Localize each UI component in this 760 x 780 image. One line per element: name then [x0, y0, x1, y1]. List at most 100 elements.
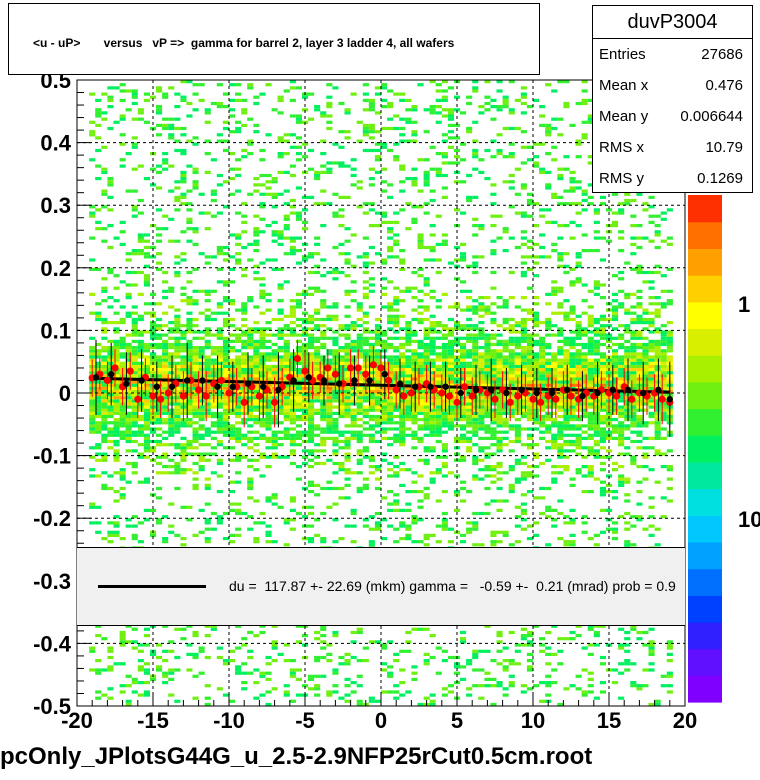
hist-cell: [502, 342, 509, 347]
hist-cell: [666, 349, 673, 353]
hist-cell: [320, 396, 327, 400]
hist-cell: [308, 355, 315, 359]
hist-cell: [241, 371, 248, 375]
hist-cell: [295, 324, 302, 328]
hist-cell: [259, 455, 266, 459]
hist-cell: [496, 402, 503, 406]
hist-cell: [356, 405, 363, 409]
hist-cell: [241, 637, 248, 641]
hist-cell: [235, 327, 242, 331]
hist-cell: [192, 630, 199, 635]
hist-cell: [326, 411, 333, 415]
hist-cell: [344, 408, 351, 412]
hist-cell: [654, 355, 661, 359]
hist-cell: [545, 430, 552, 434]
hist-cell: [162, 374, 169, 378]
hist-cell: [393, 355, 400, 359]
hist-cell: [95, 430, 102, 434]
hist-cell: [192, 461, 199, 466]
hist-cell: [186, 468, 193, 472]
hist-cell: [581, 408, 588, 412]
hist-cell: [545, 368, 552, 372]
hist-cell: [526, 317, 533, 322]
hist-cell: [137, 317, 144, 322]
hist-cell: [551, 652, 558, 656]
hist-cell: [137, 414, 144, 419]
hist-cell: [508, 662, 515, 666]
hist-cell: [533, 324, 540, 328]
hist-cell: [314, 427, 321, 431]
hist-cell: [648, 402, 655, 406]
hist-cell: [192, 433, 199, 437]
hist-cell: [180, 468, 187, 472]
hist-cell: [612, 314, 619, 318]
hist-cell: [405, 368, 412, 372]
hist-cell: [332, 502, 339, 506]
hist-cell: [496, 421, 503, 425]
hist-cell: [593, 383, 600, 387]
hist-cell: [216, 646, 223, 650]
hist-cell: [216, 418, 223, 422]
hist-cell: [612, 305, 619, 309]
hist-cell: [599, 317, 606, 322]
hist-cell: [423, 308, 430, 312]
hist-cell: [289, 674, 296, 678]
hist-cell: [186, 421, 193, 425]
hist-cell: [563, 374, 570, 378]
hist-cell: [162, 296, 169, 300]
hist-cell: [247, 527, 254, 531]
hist-cell: [368, 352, 375, 356]
hist-cell: [259, 693, 266, 697]
hist-cell: [326, 358, 333, 362]
hist-cell: [393, 465, 400, 469]
hist-cell: [101, 668, 108, 672]
hist-cell: [265, 424, 272, 428]
hist-cell: [204, 624, 211, 628]
hist-cell: [235, 411, 242, 415]
hist-cell: [210, 358, 217, 362]
hist-cell: [606, 455, 613, 459]
hist-cell: [89, 405, 96, 409]
hist-cell: [143, 358, 150, 362]
hist-cell: [125, 640, 132, 644]
hist-cell: [204, 314, 211, 318]
hist-cell: [648, 652, 655, 656]
hist-cell: [563, 637, 570, 641]
hist-cell: [265, 421, 272, 425]
hist-cell: [107, 305, 114, 309]
hist-cell: [429, 368, 436, 372]
hist-cell: [125, 396, 132, 400]
hist-cell: [308, 317, 315, 322]
hist-cell: [666, 336, 673, 340]
hist-cell: [314, 433, 321, 437]
hist-cell: [277, 368, 284, 372]
hist-cell: [478, 696, 485, 700]
hist-cell: [417, 505, 424, 509]
hist-cell: [338, 364, 345, 368]
hist-cell: [593, 449, 600, 453]
hist-cell: [192, 674, 199, 678]
hist-cell: [441, 649, 448, 653]
hist-cell: [478, 296, 485, 300]
hist-cell: [192, 533, 199, 537]
hist-cell: [526, 630, 533, 635]
hist-cell: [490, 349, 497, 353]
hist-cell: [478, 446, 485, 450]
hist-cell: [186, 346, 193, 350]
hist-cell: [247, 358, 254, 362]
hist-cell: [168, 693, 175, 697]
hist-cell: [423, 418, 430, 422]
hist-cell: [636, 480, 643, 484]
hist-cell: [125, 461, 132, 466]
hist-cell: [630, 374, 637, 378]
hist-cell: [198, 452, 205, 456]
hist-cell: [198, 427, 205, 431]
hist-cell: [119, 405, 126, 409]
hist-cell: [241, 455, 248, 459]
hist-cell: [569, 483, 576, 487]
hist-cell: [545, 317, 552, 322]
hist-cell: [192, 317, 199, 322]
hist-cell: [344, 374, 351, 378]
hist-cell: [320, 317, 327, 322]
hist-cell: [472, 380, 479, 384]
